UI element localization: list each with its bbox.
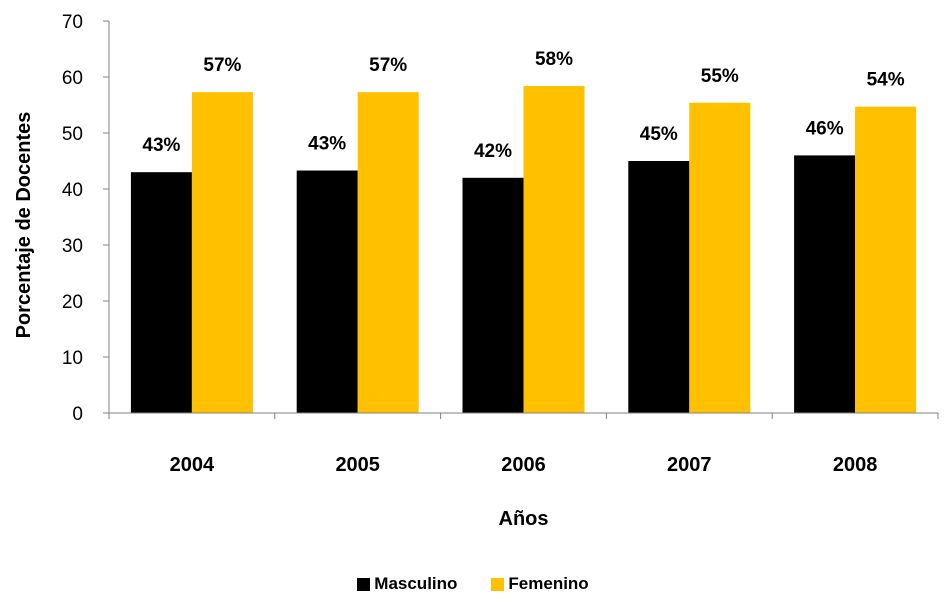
bars	[130, 85, 917, 414]
legend-swatch-femenino	[491, 577, 505, 591]
x-category-label: 2005	[335, 454, 380, 476]
data-label-masculino-2004: 43%	[142, 135, 180, 156]
y-tick-label: 70	[62, 12, 83, 33]
bar-masculino-2006	[462, 177, 524, 413]
x-category-label: 2008	[833, 454, 878, 476]
x-category-label: 2004	[170, 454, 215, 476]
x-axis-categories: 2004 2005 2006 2007 2008	[108, 413, 939, 476]
legend-item-masculino: Masculino	[357, 574, 457, 594]
data-label-masculino-2005: 43%	[308, 134, 346, 155]
y-tick-label: 30	[62, 236, 83, 257]
y-tick-label: 50	[62, 124, 83, 145]
legend-label-femenino: Femenino	[508, 574, 589, 593]
bar-masculino-2004	[130, 172, 192, 413]
data-label-femenino-2006: 58%	[535, 49, 573, 70]
legend: Masculino Femenino	[0, 574, 946, 594]
data-label-masculino-2007: 45%	[640, 124, 678, 145]
y-tick-label: 40	[62, 180, 83, 201]
x-axis-title: Años	[499, 508, 549, 530]
bar-masculino-2008	[794, 155, 856, 413]
legend-item-femenino: Femenino	[491, 574, 589, 594]
y-tick-label: 20	[62, 292, 83, 313]
bar-femenino-2004	[191, 92, 253, 414]
data-label-femenino-2004: 57%	[203, 55, 241, 76]
bar-femenino-2006	[523, 85, 585, 414]
legend-label-masculino: Masculino	[374, 574, 458, 593]
y-axis-ticks: 0 10 20 30 40 50 60 70	[62, 12, 109, 425]
y-tick-label: 0	[72, 404, 83, 425]
data-labels: 43% 57% 43% 57% 42% 58% 45% 55% 46% 54%	[142, 49, 904, 162]
y-tick-label: 60	[62, 68, 83, 89]
data-label-masculino-2006: 42%	[474, 141, 512, 162]
y-axis-title: Porcentaje de Docentes	[13, 112, 35, 339]
data-label-masculino-2008: 46%	[806, 118, 844, 139]
x-category-label: 2007	[667, 454, 712, 476]
bar-masculino-2007	[628, 161, 690, 413]
bar-masculino-2005	[296, 170, 358, 413]
data-label-femenino-2005: 57%	[369, 55, 407, 76]
bar-femenino-2007	[689, 102, 751, 413]
bar-femenino-2005	[357, 92, 419, 414]
bar-femenino-2008	[855, 106, 917, 414]
y-tick-label: 10	[62, 348, 83, 369]
data-label-femenino-2008: 54%	[867, 70, 905, 91]
data-label-femenino-2007: 55%	[701, 66, 739, 87]
x-category-label: 2006	[501, 454, 546, 476]
legend-swatch-masculino	[357, 577, 371, 591]
